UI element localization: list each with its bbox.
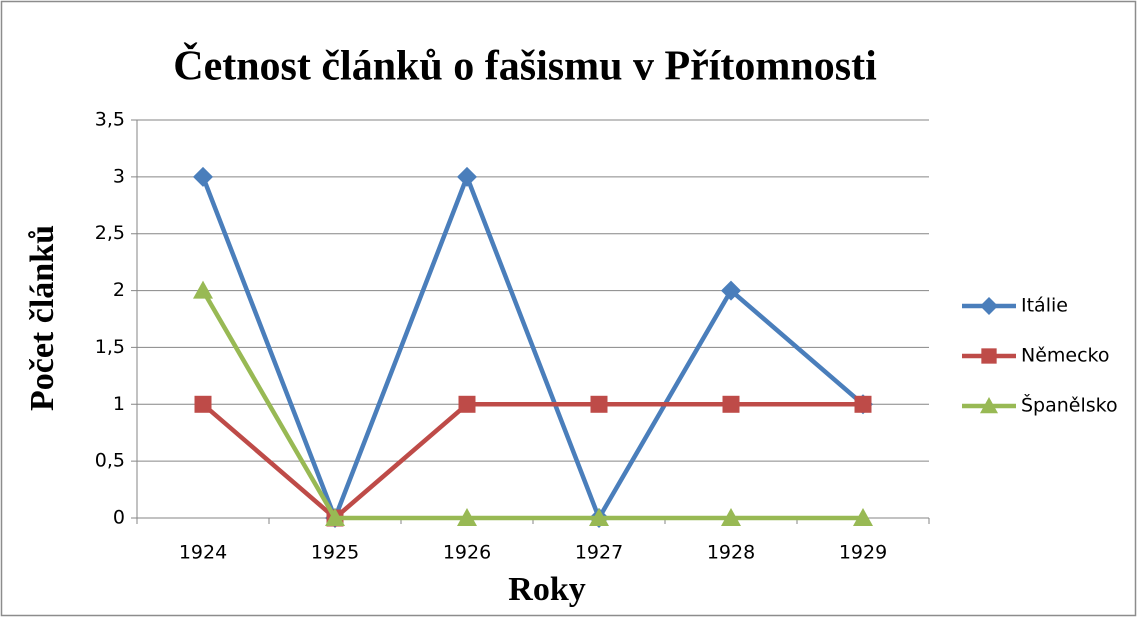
x-tick-label: 1926 [443,542,491,564]
y-tick-label: 2,5 [95,222,125,244]
legend-label: Španělsko [1021,393,1118,417]
y-tick-label: 1 [113,393,125,415]
marker [193,280,213,299]
series-line [201,289,863,521]
y-tick-label: 1,5 [95,336,125,358]
y-axis-label: Počet článků [24,225,61,411]
marker [457,508,477,526]
marker [589,508,609,526]
marker [721,508,741,526]
x-tick-label: 1924 [179,542,227,564]
x-tick-label: 1929 [839,542,887,564]
x-tick-label: 1925 [311,542,359,564]
series-line [200,174,865,521]
marker [721,280,741,301]
marker [722,395,740,413]
marker [193,166,213,187]
series-line [201,402,863,521]
marker [325,508,345,526]
marker [854,395,872,413]
legend-label: Německo [1021,345,1110,367]
x-axis-label: Roky [508,571,585,608]
y-tick-label: 3 [113,165,125,187]
marker [458,395,476,413]
legend-marker [981,348,997,364]
y-tick-label: 0,5 [95,450,125,472]
marker [457,166,477,187]
legend-marker [980,397,998,414]
marker [590,395,608,413]
legend-marker [980,297,998,315]
x-tick-label: 1927 [575,542,623,564]
y-tick-label: 3,5 [95,109,125,131]
x-tick-label: 1928 [707,542,755,564]
y-tick-label: 2 [113,279,125,301]
y-tick-label: 0 [113,507,125,529]
legend-label: Itálie [1021,295,1068,317]
marker [194,395,212,413]
marker [853,508,873,526]
chart-title: Četnost článků o fašismu v Přítomnosti [173,42,877,90]
